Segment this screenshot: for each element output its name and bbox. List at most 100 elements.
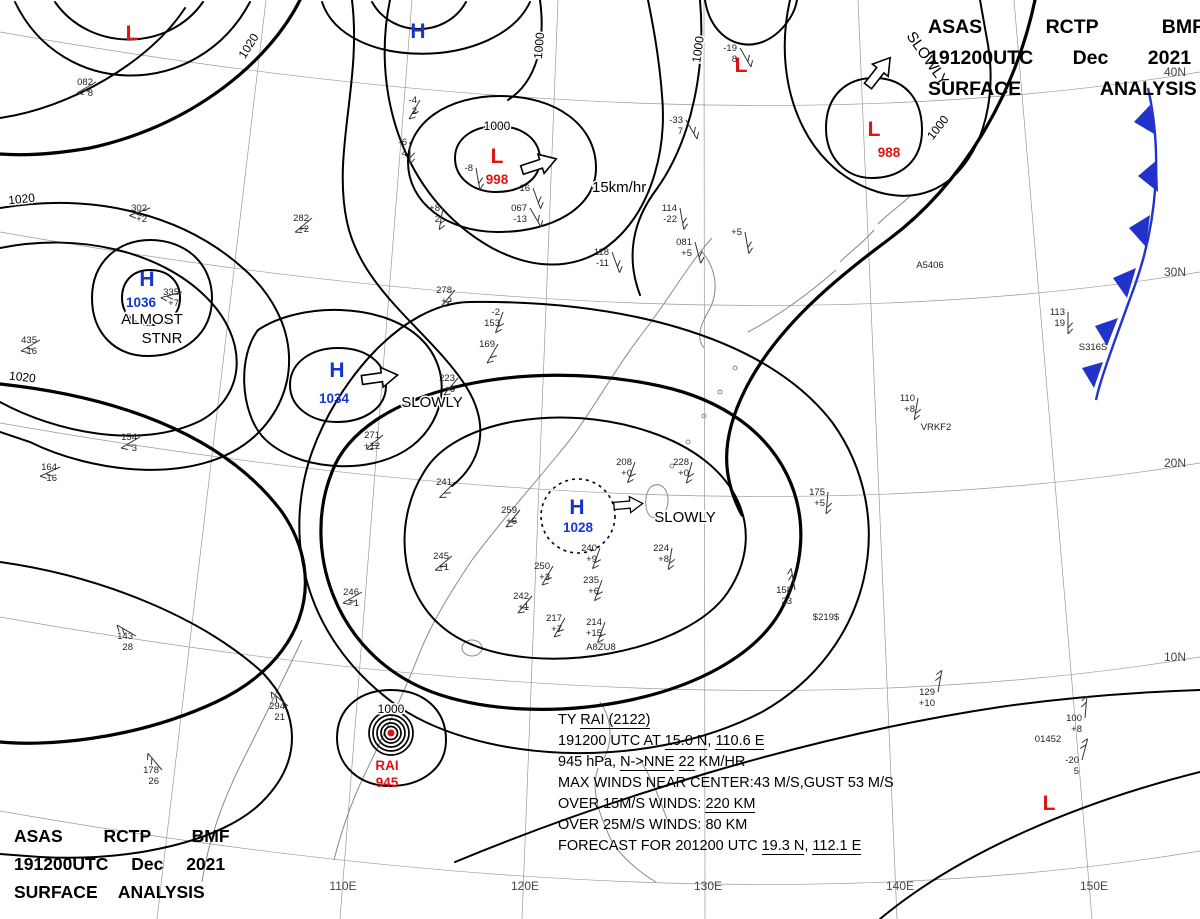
wind-barb-icon bbox=[342, 591, 363, 606]
station-value: 118 bbox=[594, 247, 609, 258]
chart-id-bottom: ASAS RCTP BMF 191200UTC Dec 2021 SURFACE… bbox=[14, 822, 230, 906]
ty-info-segment: KM/HR bbox=[694, 754, 746, 770]
wind-barb-icon bbox=[825, 491, 833, 515]
lat-label: 30N bbox=[1164, 265, 1186, 279]
ty-info-segment bbox=[674, 754, 678, 770]
wind-barb-icon bbox=[160, 291, 183, 302]
motion-label: STNR bbox=[142, 330, 183, 347]
isobar-value-label: 1000 bbox=[924, 112, 952, 142]
wind-barb-icon bbox=[443, 377, 459, 396]
wind-barb-icon bbox=[434, 555, 453, 571]
station-plot: A5406 bbox=[916, 260, 943, 271]
station-plot: 335+7 bbox=[160, 287, 183, 309]
station-value: 250 bbox=[534, 561, 550, 572]
ty-info-segment: OVER 15M/S WINDS: bbox=[558, 796, 706, 812]
isobar-value-label: 1020 bbox=[8, 369, 36, 386]
wind-barb-icon bbox=[147, 752, 163, 771]
lon-label: 120E bbox=[511, 879, 539, 893]
ty-info-line: OVER 15M/S WINDS: 220 KM bbox=[558, 794, 894, 815]
station-value: 242 bbox=[513, 591, 529, 602]
station-plot: -64 bbox=[399, 137, 416, 165]
station-value: 154 bbox=[121, 432, 137, 443]
station-value: +7 bbox=[168, 298, 179, 309]
station-value: +0 bbox=[678, 468, 689, 479]
chart-id-line: SURFACE ANALYSIS bbox=[928, 78, 1197, 100]
ty-info-segment: 191200 UTC AT bbox=[558, 733, 665, 749]
station-plot: 271+12 bbox=[364, 430, 384, 452]
station-value: +6 bbox=[444, 384, 455, 395]
wind-barb-icon bbox=[120, 436, 141, 451]
lon-label: 140E bbox=[886, 879, 914, 893]
ty-info-line: OVER 25M/S WINDS: 80 KM bbox=[558, 815, 894, 836]
wind-barb-icon bbox=[739, 47, 754, 68]
typhoon-info-block: TY RAI (2122) 191200 UTC AT 15.0 N, 110.6… bbox=[558, 710, 894, 857]
typhoon-symbol bbox=[368, 710, 414, 756]
station-value: 175 bbox=[809, 487, 825, 498]
station-value: 240 bbox=[581, 543, 597, 554]
wind-barb-icon bbox=[486, 343, 499, 364]
pressure-centers: L H L 998 L L 988 H 1036 H 1034 H 1028 L… bbox=[126, 20, 1056, 815]
isobar-value-label: 1000 bbox=[378, 702, 405, 716]
chart-id-line: 191200UTC Dec 2021 bbox=[928, 47, 1192, 69]
station-plot: +82 bbox=[429, 203, 447, 231]
station-plot: 067-13 bbox=[511, 203, 544, 228]
coastlines bbox=[201, 195, 911, 883]
station-value: -11 bbox=[596, 258, 609, 269]
wind-barb-icon bbox=[517, 595, 533, 614]
station-value: +8 bbox=[429, 203, 440, 214]
station-plot: 259+6 bbox=[501, 505, 521, 528]
station-plot: 302+2 bbox=[129, 203, 151, 225]
station-value: +6 bbox=[588, 586, 599, 597]
station-value: 129 bbox=[919, 687, 935, 698]
wind-barb-icon bbox=[475, 167, 485, 190]
storm-name-label: RAI bbox=[375, 758, 398, 773]
station-value: +5 bbox=[814, 498, 825, 509]
station-id: A8ZU8 bbox=[586, 642, 616, 653]
wind-barb-icon bbox=[1067, 312, 1074, 335]
station-value: 2 bbox=[412, 106, 417, 117]
wind-barb-icon bbox=[440, 289, 456, 308]
station-value: +1 bbox=[438, 562, 449, 573]
lon-label: 110E bbox=[329, 879, 356, 893]
station-value: 3 bbox=[132, 443, 137, 454]
ty-info-segment: 945 hPa, bbox=[558, 754, 621, 770]
station-value: -16 bbox=[516, 183, 530, 194]
wind-barb-icon bbox=[627, 461, 637, 484]
wind-barb-icon bbox=[270, 691, 289, 707]
station-plot: 246+1 bbox=[342, 587, 363, 609]
station-id: A5406 bbox=[916, 260, 943, 271]
station-value: +9 bbox=[586, 554, 597, 565]
station-value: 114 bbox=[662, 203, 677, 214]
isobar-value-label: 1020 bbox=[8, 191, 36, 208]
lon-label: 130E bbox=[694, 879, 722, 893]
wind-barb-icon bbox=[667, 547, 676, 571]
station-value: 217 bbox=[546, 613, 562, 624]
wind-barb-icon bbox=[694, 241, 705, 264]
isobar-value-label: 1000 bbox=[689, 35, 707, 64]
front-triangle-icon bbox=[1113, 268, 1136, 298]
station-value: 164 bbox=[41, 462, 57, 473]
low-symbol: L bbox=[735, 54, 748, 77]
high-symbol: H bbox=[410, 20, 425, 43]
wind-barb-icon bbox=[1079, 738, 1089, 761]
storm-pressure-label: 945 bbox=[376, 775, 399, 790]
wind-barb-icon bbox=[408, 99, 421, 120]
movement-arrow-icon bbox=[612, 495, 644, 514]
station-value: 28 bbox=[122, 642, 133, 653]
graticule-labels: 40N 30N 20N 10N 110E 120E 130E 140E 150E bbox=[329, 65, 1186, 893]
ty-info-segment: , bbox=[804, 838, 813, 854]
wind-barb-icon bbox=[39, 466, 61, 479]
wind-barb-icon bbox=[685, 461, 695, 484]
station-plot: 235+6 bbox=[583, 575, 604, 602]
station-id: $219$ bbox=[813, 612, 840, 623]
ty-info-segment: 22 bbox=[678, 754, 695, 771]
station-value: 8 bbox=[732, 54, 737, 65]
ty-info-line: 945 hPa, N->NNE 22 KM/HR bbox=[558, 752, 894, 773]
movement-arrows bbox=[360, 56, 892, 514]
wind-barb-icon bbox=[685, 119, 700, 140]
station-value: +1 bbox=[518, 602, 529, 613]
